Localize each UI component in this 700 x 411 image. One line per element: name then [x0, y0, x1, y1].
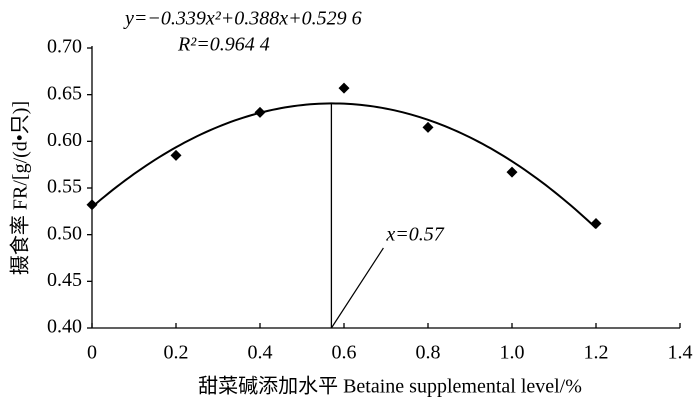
x-tick-label: 1.4: [668, 342, 693, 364]
x-tick-label: 0.8: [416, 342, 441, 364]
x-tick-label: 1.0: [500, 342, 525, 364]
data-point: [254, 106, 266, 118]
x-tick-label: 0.6: [332, 342, 357, 364]
data-point: [506, 166, 518, 178]
data-point: [590, 217, 602, 229]
annotation-label: x=0.57: [385, 224, 444, 246]
y-tick-label: 0.55: [47, 176, 82, 198]
x-axis-label: 甜菜碱添加水平 Betaine supplemental level/%: [198, 375, 582, 398]
data-point: [338, 82, 350, 94]
data-point: [422, 121, 434, 133]
trend-equation: y=−0.339x²+0.388x+0.529 6: [123, 8, 362, 30]
y-tick-label: 0.40: [47, 316, 82, 338]
y-tick-label: 0.70: [47, 36, 82, 58]
x-tick-label: 0: [87, 342, 97, 364]
y-tick-label: 0.45: [47, 269, 82, 291]
y-tick-label: 0.65: [47, 82, 82, 104]
data-point: [170, 149, 182, 161]
y-tick-label: 0.60: [47, 129, 82, 151]
y-tick-label: 0.50: [47, 222, 82, 244]
x-tick-label: 0.4: [248, 342, 273, 364]
annotation-leader: [330, 247, 384, 329]
r-squared: R²=0.964 4: [177, 34, 270, 56]
y-axis-label: 摄食率 FR/[g/(d•只)]: [9, 101, 32, 275]
x-tick-label: 0.2: [164, 342, 189, 364]
trend-curve: [91, 102, 597, 229]
x-tick-label: 1.2: [584, 342, 609, 364]
data-point: [86, 199, 98, 211]
